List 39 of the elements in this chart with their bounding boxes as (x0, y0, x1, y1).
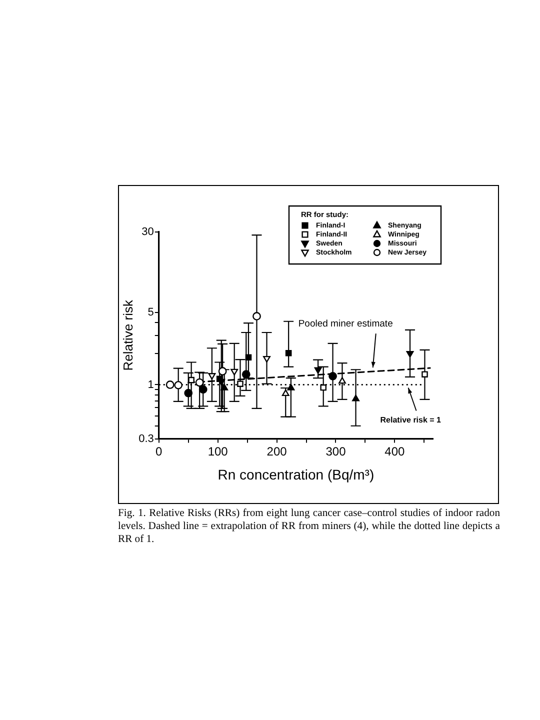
x-tick-label: 0 (156, 444, 163, 458)
point (195, 378, 204, 387)
x-axis-title: Rn concentration (Bq/m³) (218, 466, 374, 482)
point (287, 384, 295, 390)
y-axis-title: Relative risk (120, 300, 136, 371)
point (188, 376, 194, 384)
x-tick-label: 200 (266, 444, 288, 458)
y-tick-label: 1 (148, 378, 154, 391)
x-tick-label: 400 (384, 444, 406, 458)
point (328, 372, 337, 380)
point (282, 389, 290, 396)
y-tick-label: 0.3 (138, 432, 154, 445)
point (263, 356, 270, 363)
point (218, 367, 227, 376)
point (406, 350, 414, 358)
point (338, 377, 346, 384)
point (198, 385, 208, 394)
point (166, 380, 174, 389)
point (352, 394, 360, 402)
point (184, 388, 193, 398)
point (285, 350, 292, 356)
ref-line-label: Relative risk = 1 (380, 416, 442, 425)
y-tick-label: 30 (142, 226, 154, 238)
point (252, 312, 261, 320)
point (314, 367, 322, 374)
x-tick-label: 300 (326, 444, 346, 458)
point (216, 376, 223, 382)
point (174, 380, 183, 390)
caption: Fig. 1. Relative Risks (RRs) from eight lung cancer case–control studies of indoor radon levels. Dashed line = extrapolation of RR from miners (4), while the dotted line depicts a RR of 1. (118, 507, 500, 546)
point (237, 380, 244, 387)
point (320, 384, 326, 391)
point (230, 368, 238, 376)
annotation: Pooled miner estimate (298, 318, 393, 330)
point (220, 384, 228, 390)
point (208, 373, 216, 380)
x-tick-label: 100 (208, 444, 228, 458)
y-tick-label: 5 (148, 306, 154, 318)
point (422, 371, 428, 378)
point (245, 354, 252, 360)
